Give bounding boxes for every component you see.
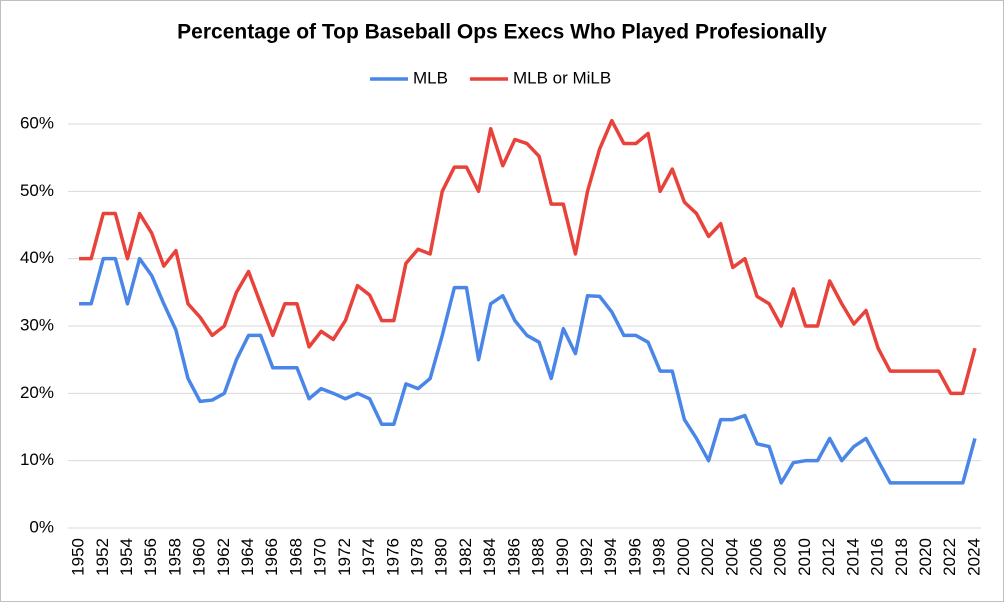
x-tick-label: 2006	[747, 538, 766, 576]
x-tick-label: 2000	[674, 538, 693, 576]
x-tick-label: 1988	[529, 538, 548, 576]
x-tick-label: 1982	[456, 538, 475, 576]
x-tick-label: 1986	[504, 538, 523, 576]
legend-label: MLB	[413, 68, 448, 87]
x-tick-label: 1998	[650, 538, 669, 576]
x-tick-label: 2018	[892, 538, 911, 576]
x-tick-label: 1974	[359, 538, 378, 576]
x-tick-label: 1964	[238, 538, 257, 576]
x-tick-label: 1962	[214, 538, 233, 576]
x-tick-label: 2002	[698, 538, 717, 576]
x-tick-label: 2014	[843, 538, 862, 576]
x-tick-label: 2020	[916, 538, 935, 576]
y-tick-label: 60%	[20, 113, 54, 132]
x-tick-label: 1994	[601, 538, 620, 576]
x-tick-label: 2008	[771, 538, 790, 576]
x-tick-label: 1956	[141, 538, 160, 576]
x-tick-label: 1950	[69, 538, 88, 576]
x-tick-label: 1970	[311, 538, 330, 576]
x-tick-label: 1958	[165, 538, 184, 576]
x-tick-label: 1952	[93, 538, 112, 576]
x-tick-label: 1966	[262, 538, 281, 576]
x-tick-label: 1976	[383, 538, 402, 576]
x-tick-label: 1984	[480, 538, 499, 576]
y-tick-label: 40%	[20, 248, 54, 267]
y-tick-label: 10%	[20, 450, 54, 469]
data-line	[79, 118, 977, 396]
y-tick-label: 0%	[29, 517, 54, 536]
x-tick-label: 1980	[432, 538, 451, 576]
x-tick-label: 1954	[117, 538, 136, 576]
chart-title: Percentage of Top Baseball Ops Execs Who…	[177, 21, 827, 44]
x-tick-label: 2022	[940, 538, 959, 576]
x-tick-label: 1972	[335, 538, 354, 576]
y-tick-label: 50%	[20, 181, 54, 200]
x-tick-label: 1996	[625, 538, 644, 576]
data-line	[79, 256, 977, 485]
x-tick-label: 1992	[577, 538, 596, 576]
x-tick-label: 2024	[964, 538, 983, 576]
x-tick-label: 1960	[190, 538, 209, 576]
x-tick-label: 1978	[408, 538, 427, 576]
y-tick-label: 30%	[20, 315, 54, 334]
x-tick-label: 2010	[795, 538, 814, 576]
y-tick-label: 20%	[20, 383, 54, 402]
x-tick-label: 1968	[286, 538, 305, 576]
x-tick-label: 1990	[553, 538, 572, 576]
x-tick-label: 2012	[819, 538, 838, 576]
x-tick-label: 2004	[722, 538, 741, 576]
x-tick-label: 2016	[868, 538, 887, 576]
legend-label: MLB or MiLB	[513, 68, 611, 87]
